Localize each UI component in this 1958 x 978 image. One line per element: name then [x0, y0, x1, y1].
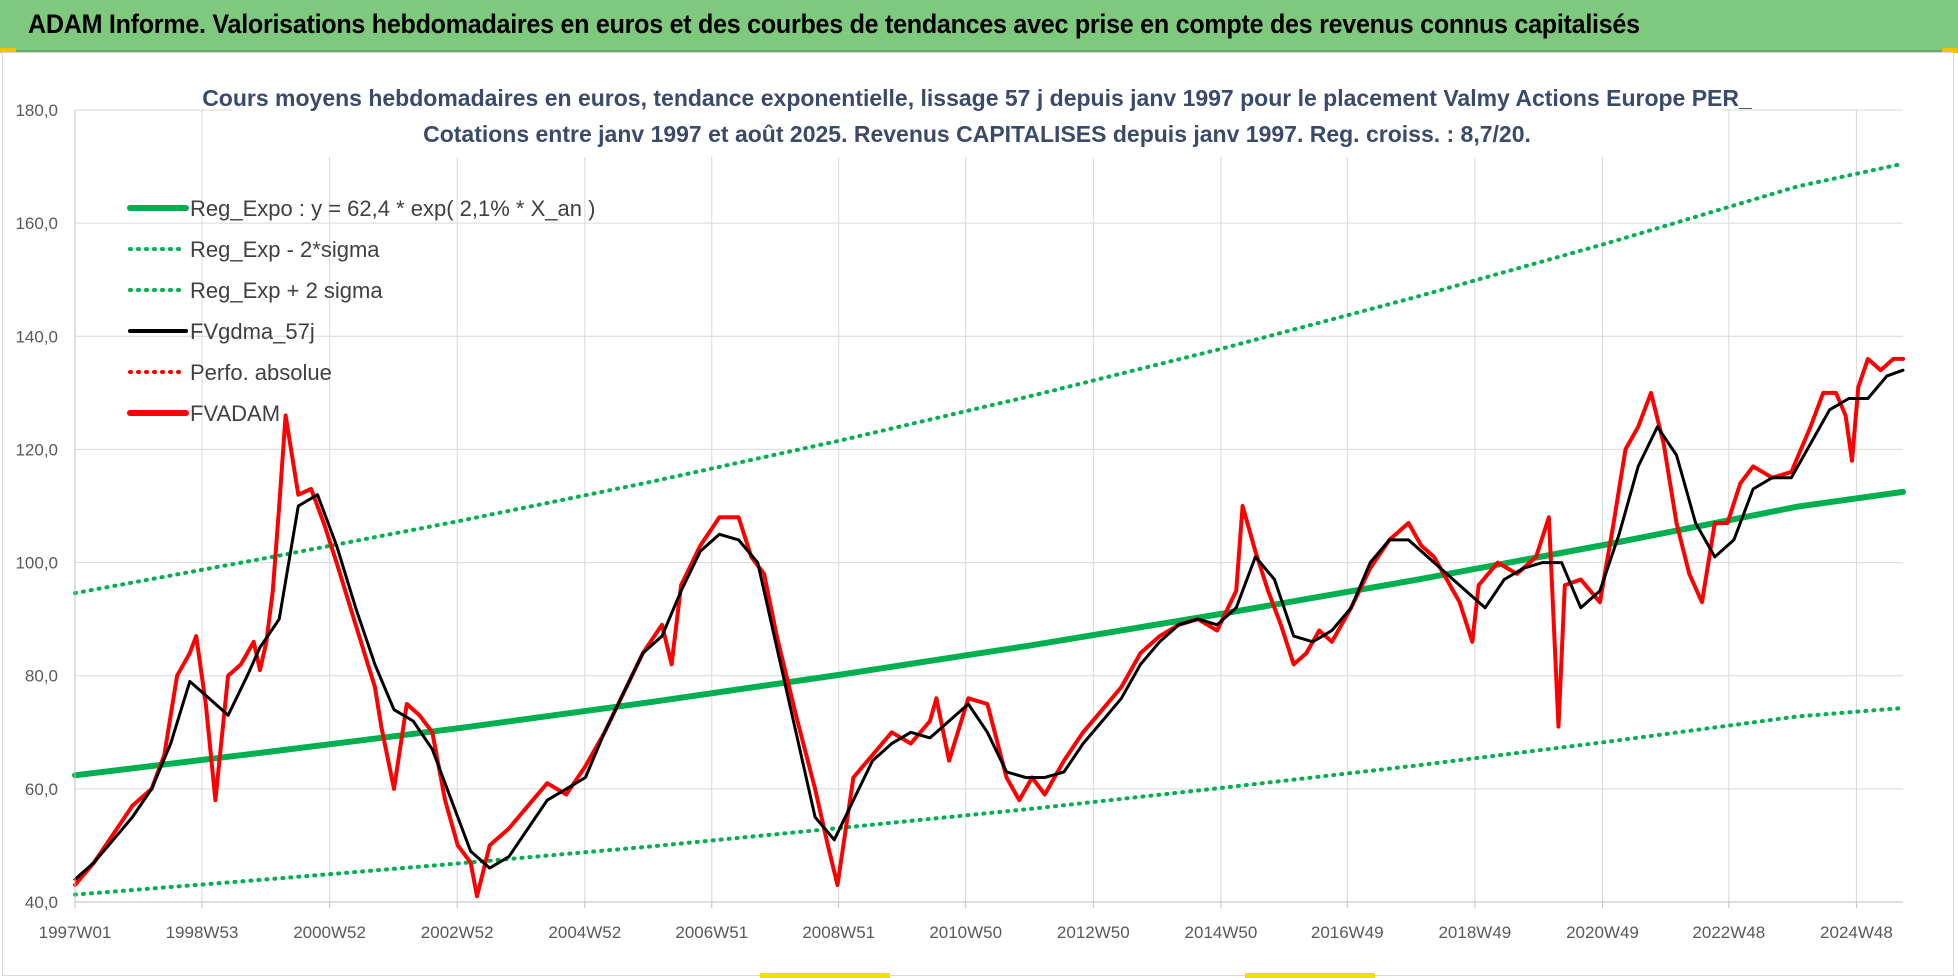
y-tick-label: 80,0 — [25, 667, 58, 686]
x-tick-label: 2002W52 — [421, 923, 494, 942]
title-backdrop — [232, 82, 1722, 157]
legend: Reg_Expo : y = 62,4 * exp( 2,1% * X_an )… — [127, 196, 595, 426]
y-tick-label: 180,0 — [15, 101, 58, 120]
series-reg-exp-plus-2sigma — [73, 161, 1905, 596]
x-tick-label: 2024W48 — [1820, 923, 1893, 942]
y-tick-label: 40,0 — [25, 893, 58, 912]
y-tick-label: 140,0 — [15, 327, 58, 346]
axes — [74, 110, 1903, 903]
x-tick-label: 2010W50 — [929, 923, 1002, 942]
legend-label: Reg_Expo : y = 62,4 * exp( 2,1% * X_an ) — [190, 196, 595, 221]
legend-label: FVADAM — [190, 401, 280, 426]
tick-labels: 40,0 60,0 80,0 100,0 120,0 140,0 160,0 180,0 199… — [15, 101, 1892, 942]
x-tick-label: 2008W51 — [802, 923, 875, 942]
x-tick-label: 2020W49 — [1566, 923, 1639, 942]
series-layer — [72, 161, 1906, 899]
x-tick-label: 1998W53 — [166, 923, 239, 942]
series-fvgdma-57j — [73, 368, 1905, 881]
y-tick-label: 100,0 — [15, 554, 58, 573]
y-tick-label: 120,0 — [15, 440, 58, 459]
bottom-mark-left — [760, 973, 890, 978]
chart-subtitle: Cotations entre janv 1997 et août 2025. … — [423, 121, 1531, 147]
chart-frame — [2, 52, 1954, 976]
grid — [74, 109, 1903, 908]
x-tick-label: 2016W49 — [1311, 923, 1384, 942]
corner-mark-right — [1942, 48, 1958, 53]
x-tick-label: 2000W52 — [293, 923, 366, 942]
x-tick-label: 2006W51 — [675, 923, 748, 942]
x-tick-label: 2018W49 — [1438, 923, 1511, 942]
x-tick-label: 2004W52 — [548, 923, 621, 942]
series-reg-expo — [72, 488, 1906, 779]
y-tick-label: 60,0 — [25, 780, 58, 799]
corner-mark-left — [0, 48, 16, 53]
legend-label: Reg_Exp + 2 sigma — [190, 278, 383, 303]
legend-label: FVgdma_57j — [190, 319, 315, 344]
banner: ADAM Informe. Valorisations hebdomadaire… — [0, 0, 1958, 52]
legend-label: Perfo. absolue — [190, 360, 332, 385]
y-tick-label: 160,0 — [15, 214, 58, 233]
x-tick-label: 2022W48 — [1692, 923, 1765, 942]
x-tick-label: 2014W50 — [1185, 923, 1258, 942]
chart-title: Cours moyens hebdomadaires en euros, ten… — [202, 85, 1752, 111]
x-tick-label: 2012W50 — [1057, 923, 1130, 942]
x-tick-label: 1997W01 — [39, 923, 112, 942]
series-fvadam — [73, 356, 1905, 899]
bottom-mark-right — [1245, 973, 1375, 978]
banner-title: ADAM Informe. Valorisations hebdomadaire… — [28, 9, 1640, 39]
legend-label: Reg_Exp - 2*sigma — [190, 237, 380, 262]
series-reg-exp-minus-2sigma — [73, 706, 1905, 897]
